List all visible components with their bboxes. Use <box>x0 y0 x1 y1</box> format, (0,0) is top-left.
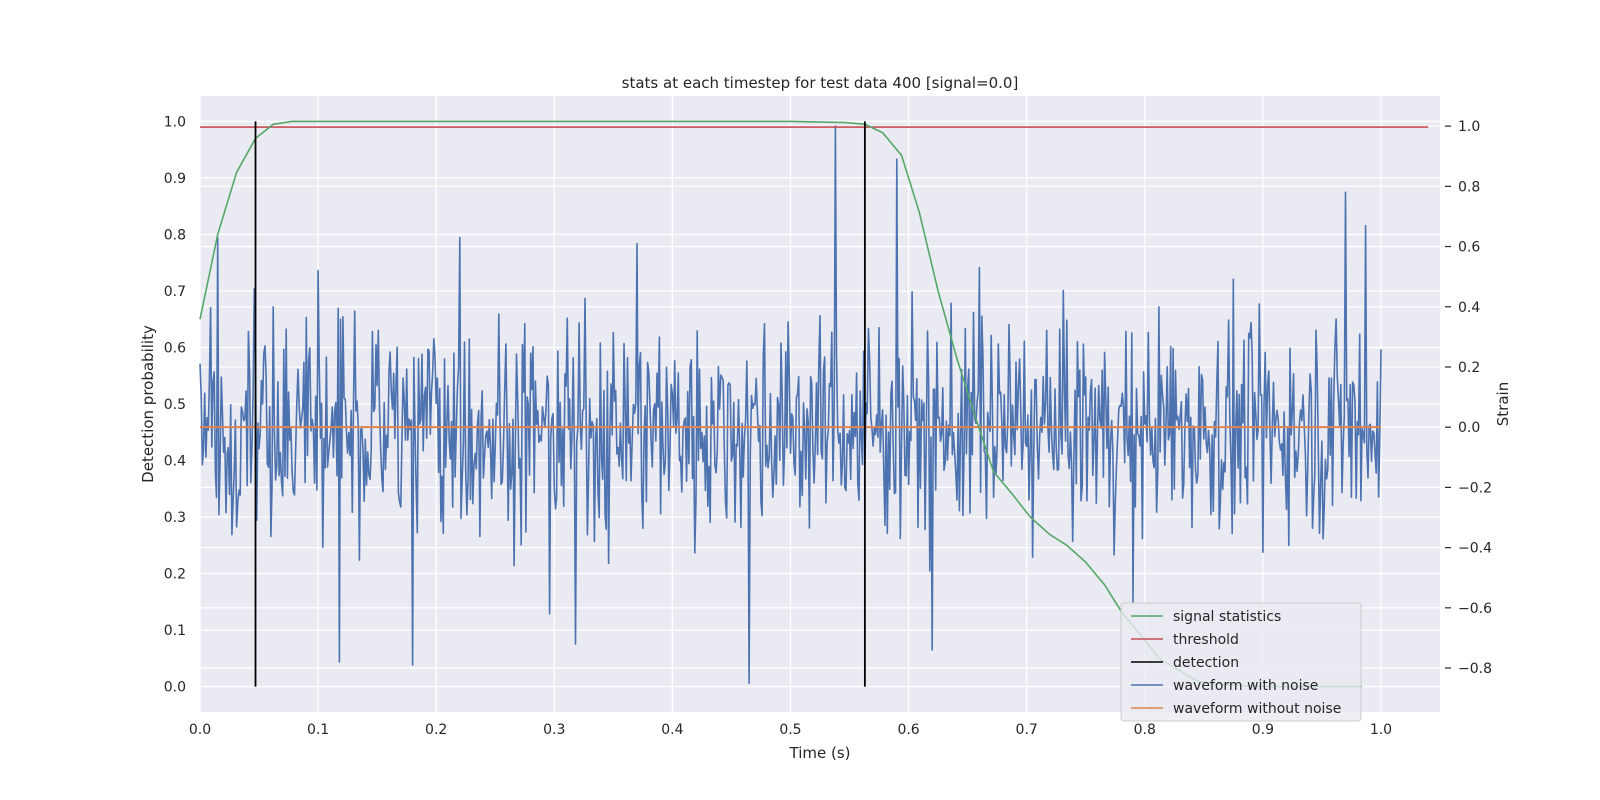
y-right-tick-label: 0.6 <box>1458 240 1480 256</box>
y-left-tick-label: 1.0 <box>164 114 186 130</box>
y-left-tick-label: 0.1 <box>164 623 186 639</box>
legend-label-waveform-with-noise: waveform with noise <box>1173 678 1318 694</box>
legend-label-detection: detection <box>1173 655 1239 671</box>
x-tick-label: 0.5 <box>779 722 801 738</box>
x-tick-label: 1.0 <box>1370 722 1392 738</box>
y-right-tick-label: 0.0 <box>1458 420 1480 436</box>
y-right-tick-label: 0.8 <box>1458 179 1480 195</box>
y-left-axis-ticks: 0.0 0.1 0.2 0.3 0.4 0.5 0.6 0.7 0.8 0.9 1.0 <box>164 114 186 695</box>
y-right-tick-label: 0.4 <box>1458 300 1480 316</box>
x-axis-label: Time (s) <box>789 744 851 762</box>
y-left-tick-label: 0.6 <box>164 340 186 356</box>
x-tick-label: 0.4 <box>661 722 683 738</box>
y-left-tick-label: 0.3 <box>164 510 186 526</box>
y-left-tick-label: 0.2 <box>164 567 186 583</box>
x-tick-label: 0.3 <box>543 722 565 738</box>
y-left-tick-label: 0.4 <box>164 454 186 470</box>
x-tick-label: 0.9 <box>1252 722 1274 738</box>
x-tick-label: 0.8 <box>1134 722 1156 738</box>
x-tick-label: 0.1 <box>307 722 329 738</box>
y-right-tick-label: −0.2 <box>1458 480 1492 496</box>
y-right-tick-label: 0.2 <box>1458 360 1480 376</box>
chart-title: stats at each timestep for test data 400… <box>622 74 1019 92</box>
legend-box <box>1120 602 1362 722</box>
y-right-tick-label: −0.8 <box>1458 661 1492 677</box>
y-left-tick-label: 0.7 <box>164 284 186 300</box>
y-left-axis-label: Detection probability <box>139 325 157 483</box>
x-tick-label: 0.0 <box>189 722 211 738</box>
y-right-tick-label: −0.6 <box>1458 601 1492 617</box>
y-left-tick-label: 0.5 <box>164 397 186 413</box>
y-left-tick-label: 0.9 <box>164 171 186 187</box>
x-tick-label: 0.2 <box>425 722 447 738</box>
legend-label-signal-statistics: signal statistics <box>1173 609 1281 625</box>
series-waveform-with-noise <box>199 125 1382 684</box>
y-left-tick-label: 0.0 <box>164 680 186 696</box>
x-axis-ticks: 0.0 0.1 0.2 0.3 0.4 0.5 0.6 0.7 0.8 0.9 1.0 <box>189 722 1392 738</box>
legend: signal statistics threshold detection wa… <box>1120 602 1362 722</box>
legend-label-threshold: threshold <box>1173 632 1239 648</box>
y-left-tick-label: 0.8 <box>164 227 186 243</box>
y-right-tick-label: 1.0 <box>1458 119 1480 135</box>
x-tick-label: 0.6 <box>897 722 919 738</box>
legend-label-waveform-without-noise: waveform without noise <box>1173 701 1341 717</box>
y-right-axis-ticks: −0.8 −0.6 −0.4 −0.2 0.0 0.2 0.4 0.6 0.8 1.0 <box>1445 119 1492 677</box>
x-tick-label: 0.7 <box>1016 722 1038 738</box>
y-right-tick-label: −0.4 <box>1458 541 1492 557</box>
y-right-axis-label: Strain <box>1494 382 1512 426</box>
